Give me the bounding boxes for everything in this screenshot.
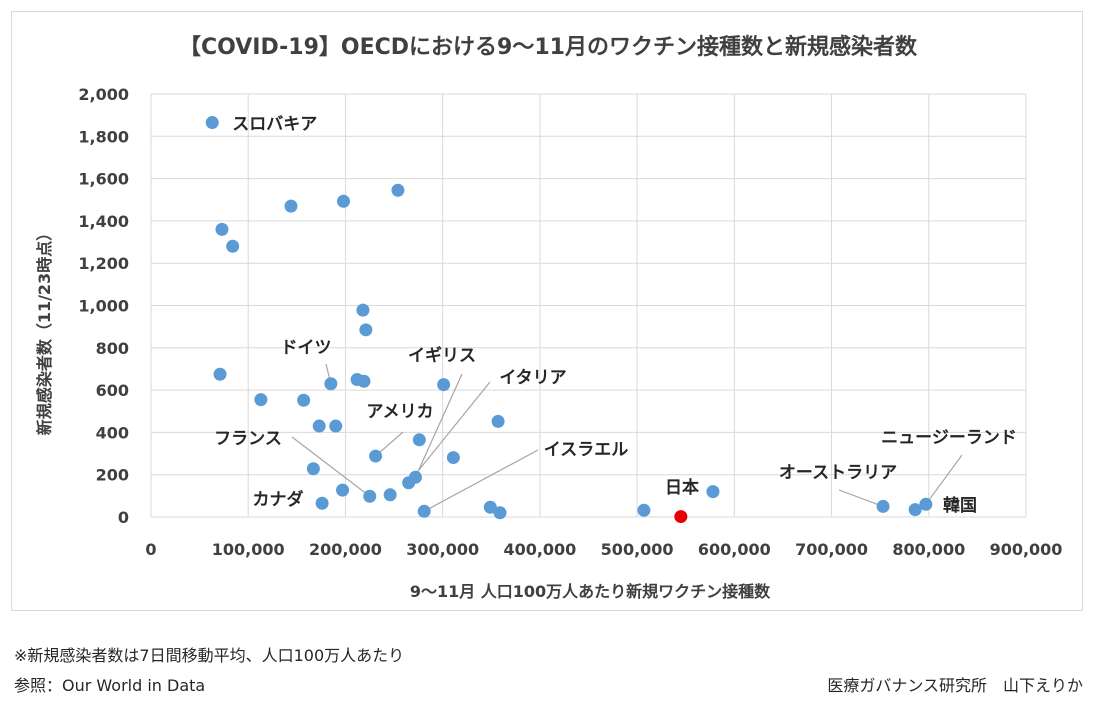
- data-point: [356, 303, 370, 317]
- y-tick-label: 0: [118, 508, 129, 527]
- data-point: [297, 393, 311, 407]
- y-tick-label: 1,000: [78, 297, 129, 316]
- leader-line: [925, 454, 963, 505]
- data-point: [446, 451, 460, 465]
- credit-note: 医療ガバナンス研究所 山下えりか: [827, 676, 1083, 695]
- data-point: [205, 116, 219, 130]
- source-note: 参照：Our World in Data: [14, 676, 206, 695]
- y-tick-label: 200: [96, 466, 129, 485]
- point-label: 韓国: [943, 495, 977, 516]
- data-point: [412, 433, 426, 447]
- y-tick-label: 800: [96, 339, 129, 358]
- data-point: [329, 419, 343, 433]
- x-tick-label: 400,000: [503, 540, 576, 559]
- x-tick-label: 700,000: [795, 540, 868, 559]
- leader-line: [423, 449, 539, 512]
- data-point: [493, 506, 507, 520]
- point-label: ニュージーランド: [881, 428, 1017, 448]
- x-tick-label: 600,000: [698, 540, 771, 559]
- data-point: [408, 470, 422, 484]
- point-label: スロバキア: [232, 115, 317, 135]
- point-label: イタリア: [499, 368, 566, 388]
- data-point: [213, 367, 227, 381]
- data-point: [383, 488, 397, 502]
- y-tick-label: 1,800: [78, 127, 129, 146]
- data-point: [437, 378, 451, 392]
- x-tick-label: 200,000: [309, 540, 382, 559]
- data-point: [306, 462, 320, 476]
- leader-line: [414, 373, 463, 478]
- y-tick-label: 400: [96, 423, 129, 442]
- x-tick-label: 300,000: [406, 540, 479, 559]
- data-point: [337, 194, 350, 208]
- data-point: [254, 393, 268, 407]
- data-point: [706, 485, 720, 499]
- data-point: [908, 503, 922, 517]
- data-point: [483, 500, 497, 514]
- data-point: [491, 414, 505, 428]
- data-point: [417, 504, 431, 518]
- x-tick-label: 100,000: [212, 540, 285, 559]
- chart-frame: スロバキアカナダ ドイツフランス アメリカ イタリア イギリスイスラエル日本 オーストラリ…: [11, 11, 1083, 611]
- data-point: [391, 183, 405, 197]
- data-point: [324, 377, 338, 391]
- data-point: [215, 222, 229, 236]
- data-point: [315, 496, 329, 510]
- chart-title: 【COVID-19】OECDにおける9〜11月のワクチン接種数と新規感染者数: [179, 34, 918, 60]
- point-label: イギリス: [408, 346, 476, 366]
- highlight-point: [674, 510, 688, 524]
- y-tick-label: 1,400: [78, 212, 129, 231]
- x-axis-label: 9〜11月 人口100万人あたり新規ワクチン接種数: [410, 582, 771, 601]
- leader-line: [838, 489, 884, 507]
- data-point: [359, 323, 373, 337]
- data-point: [919, 497, 933, 511]
- x-tick-label: 0: [145, 540, 156, 559]
- data-point: [357, 374, 371, 388]
- x-tick-label: 900,000: [990, 540, 1063, 559]
- point-label: フランス: [214, 429, 282, 449]
- point-label: イスラエル: [544, 440, 629, 460]
- y-tick-label: 600: [96, 381, 129, 400]
- data-point: [226, 239, 240, 253]
- data-point: [284, 199, 298, 213]
- leader-line: [291, 436, 371, 497]
- point-label: 日本: [665, 477, 699, 498]
- point-label: アメリカ: [366, 402, 433, 422]
- data-point: [363, 489, 377, 503]
- footnote: ※新規感染者数は7日間移動平均、人口100万人あたり: [14, 646, 405, 665]
- y-tick-label: 1,200: [78, 254, 129, 273]
- x-tick-label: 800,000: [892, 540, 965, 559]
- y-axis-label: 新規感染者数（11/23時点）: [35, 225, 54, 435]
- data-point: [369, 449, 383, 463]
- point-label: カナダ: [253, 489, 304, 510]
- data-point: [312, 419, 326, 433]
- data-point: [336, 483, 350, 497]
- data-point: [637, 503, 651, 517]
- leader-line: [408, 381, 491, 484]
- y-tick-label: 1,600: [78, 170, 129, 189]
- point-label: オーストラリア: [779, 463, 897, 483]
- x-tick-label: 500,000: [601, 540, 674, 559]
- y-tick-label: 2,000: [78, 85, 129, 104]
- point-label: ドイツ: [281, 338, 332, 358]
- data-point: [876, 499, 890, 513]
